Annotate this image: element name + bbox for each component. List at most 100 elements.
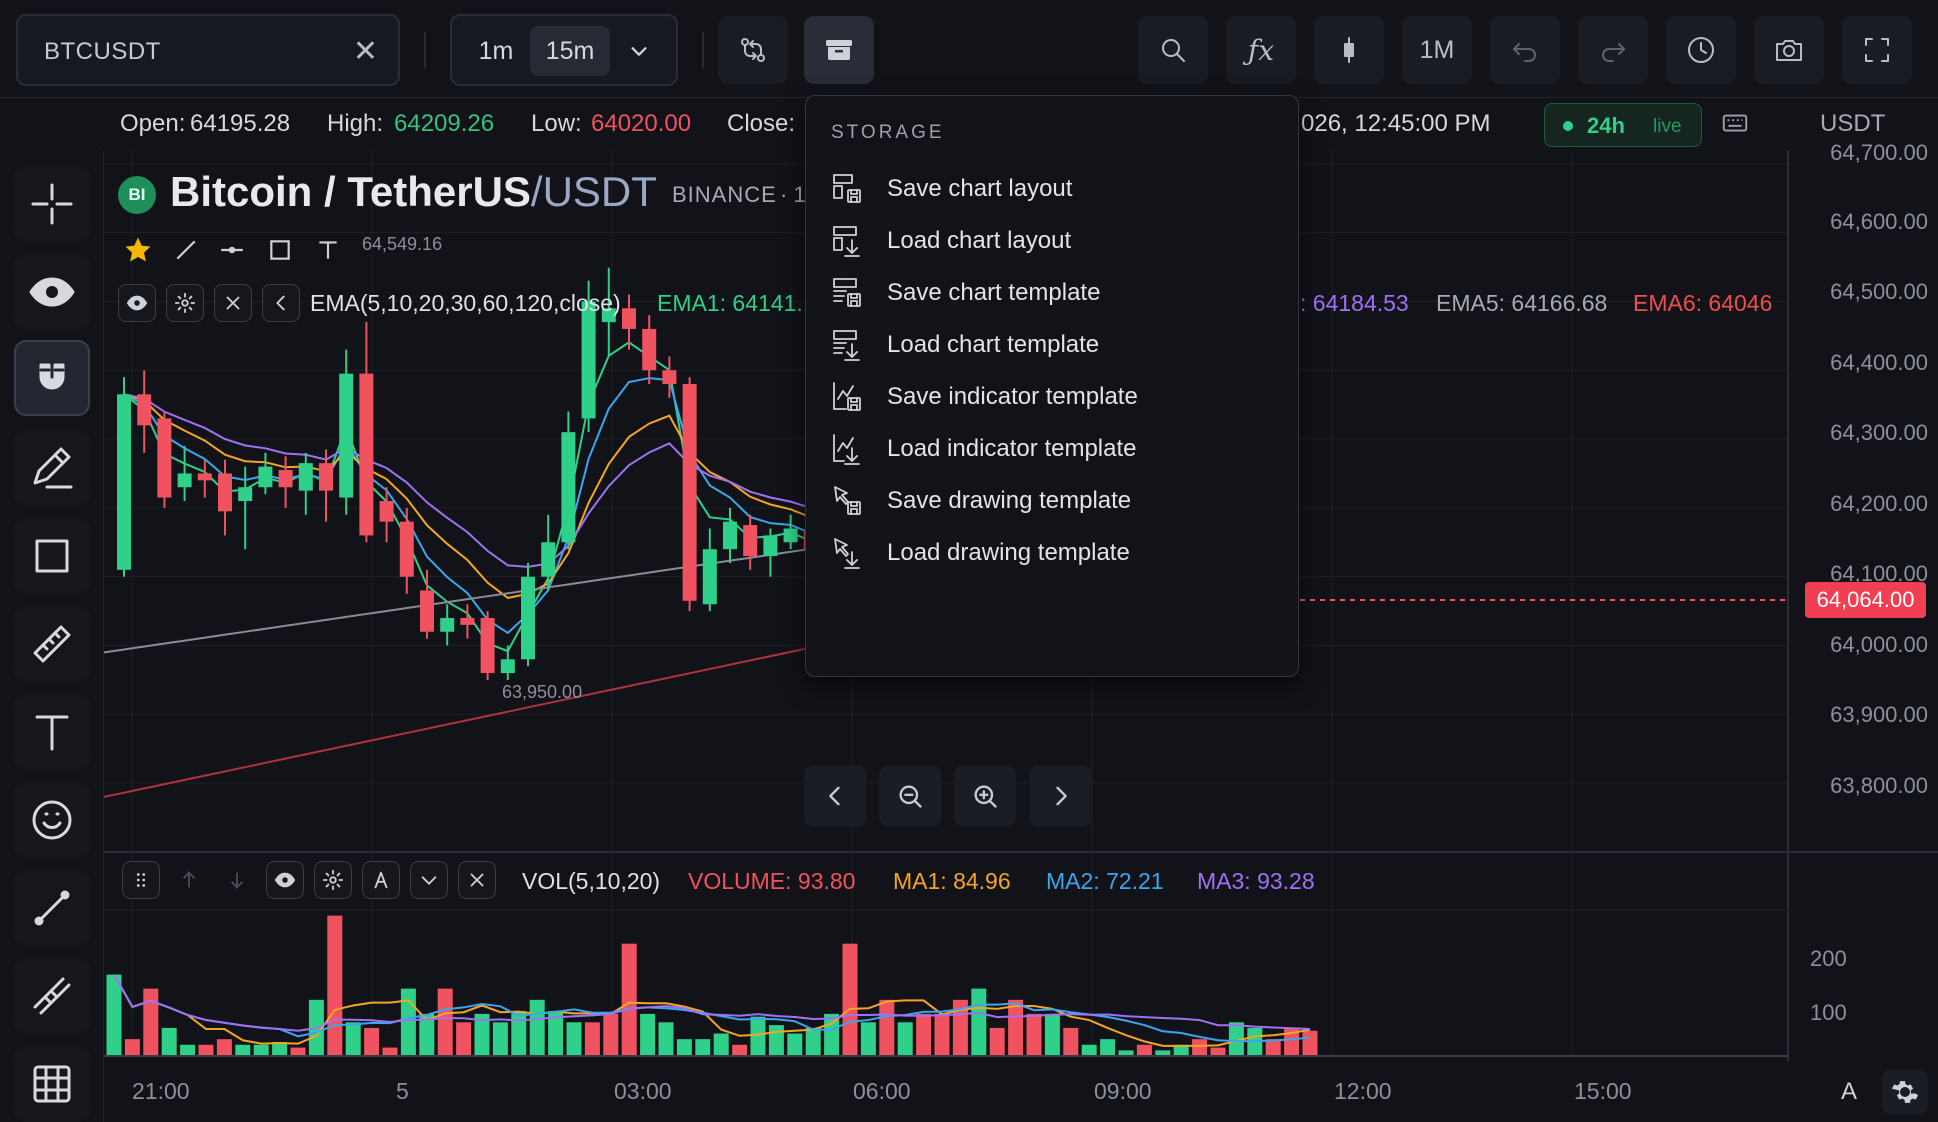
load-drawing-template-item[interactable]: Load drawing template <box>806 522 1300 584</box>
ema-line <box>123 393 832 600</box>
gear-icon <box>1891 1081 1919 1103</box>
rectangle-icon <box>270 240 290 260</box>
volume-bar <box>750 1016 766 1056</box>
rectangle-tool-button[interactable] <box>14 518 90 594</box>
volume-bar <box>842 943 858 1056</box>
menu-item-label: Save indicator template <box>887 383 1138 410</box>
volume-tick: 200 <box>1810 946 1847 971</box>
ema-line <box>104 646 812 798</box>
chart-settings-button[interactable] <box>1882 1070 1928 1114</box>
volume-bar <box>1284 1027 1300 1056</box>
grid-tool-button[interactable] <box>14 1046 90 1122</box>
candle-body <box>218 473 232 512</box>
horizontal-line-icon <box>221 246 243 254</box>
volume-collapse-button[interactable] <box>410 861 448 899</box>
ema-settings-button[interactable] <box>166 284 204 322</box>
volume-drag-handle[interactable] <box>122 861 160 899</box>
candle-body <box>117 394 131 570</box>
text-tool-button[interactable] <box>14 694 90 770</box>
candle-body <box>743 525 758 557</box>
volume-bar <box>511 1011 527 1056</box>
candle-body <box>702 549 717 605</box>
price-tick: 64,100.00 <box>1830 561 1928 586</box>
parallel-channel-tool-button[interactable] <box>14 958 90 1034</box>
ema-visibility-button[interactable] <box>118 284 156 322</box>
undo-button[interactable] <box>1490 16 1560 84</box>
ruler-tool-button[interactable] <box>14 606 90 682</box>
price-tick: 64,600.00 <box>1830 209 1928 234</box>
interval-button[interactable]: 1M <box>1402 16 1472 84</box>
volume-visibility-button[interactable] <box>266 861 304 899</box>
visibility-tool-button[interactable] <box>14 254 90 330</box>
save-chart-layout-item[interactable]: Save chart layout <box>806 158 1300 220</box>
emoji-tool-button[interactable] <box>14 782 90 858</box>
load-indicator-template-item[interactable]: Load indicator template <box>806 418 1300 480</box>
ema-collapse-button[interactable] <box>262 284 300 322</box>
menu-item-label: Load chart layout <box>887 227 1072 254</box>
volume-remove-button[interactable] <box>458 861 496 899</box>
load-layout-icon <box>833 226 860 257</box>
price-tick: 64,400.00 <box>1830 350 1928 375</box>
search-button[interactable] <box>1138 16 1208 84</box>
symbol-search-input[interactable]: BTCUSDT ✕ <box>16 14 400 86</box>
volume-settings-button[interactable] <box>314 861 352 899</box>
vol-ma3-value: MA3: 93.28 <box>1197 868 1315 894</box>
menu-item-label: Save chart layout <box>887 175 1073 202</box>
zoom-out-button[interactable] <box>879 766 941 826</box>
volume-bar <box>419 1013 435 1056</box>
clear-symbol-icon[interactable]: ✕ <box>352 35 378 68</box>
volume-move-up-button[interactable] <box>170 861 208 899</box>
candle-body <box>298 463 313 491</box>
crosshair-tool-button[interactable] <box>14 166 90 242</box>
favorite-button[interactable] <box>118 230 158 270</box>
volume-bar <box>860 1022 876 1056</box>
time-tick: 03:00 <box>614 1078 672 1104</box>
scroll-right-button[interactable] <box>1030 766 1092 826</box>
quick-text-button[interactable] <box>308 230 348 270</box>
fullscreen-button[interactable] <box>1842 16 1912 84</box>
screenshot-button[interactable] <box>1754 16 1824 84</box>
zoom-in-button[interactable] <box>954 766 1016 826</box>
save-indicator-template-item[interactable]: Save indicator template <box>806 366 1300 428</box>
candlestick-series <box>117 267 838 680</box>
candle-body <box>258 466 273 488</box>
keyboard-button[interactable] <box>1720 108 1756 142</box>
storage-button[interactable] <box>804 16 874 84</box>
load-drawing-icon <box>834 538 860 569</box>
ema-remove-button[interactable] <box>214 284 252 322</box>
live-status-badge[interactable]: 24h live <box>1544 103 1702 147</box>
timeframe-1m-button[interactable]: 1m <box>478 36 514 65</box>
candle-body <box>379 501 394 522</box>
volume-bar <box>989 1027 1005 1056</box>
timeframe-15m-button[interactable]: 15m <box>530 26 610 76</box>
eye-icon <box>29 277 75 307</box>
save-drawing-template-item[interactable]: Save drawing template <box>806 470 1300 532</box>
pen-tool-button[interactable] <box>14 430 90 506</box>
indicators-button[interactable]: ƒx <box>1226 16 1296 84</box>
volume-autoscale-button[interactable] <box>362 861 400 899</box>
replay-button[interactable] <box>1666 16 1736 84</box>
save-chart-template-item[interactable]: Save chart template <box>806 262 1300 324</box>
scroll-left-button[interactable] <box>804 766 866 826</box>
auto-scale-button[interactable]: A <box>1840 1078 1857 1105</box>
compare-button[interactable] <box>718 16 788 84</box>
time-tick: 21:00 <box>132 1078 190 1104</box>
timeframe-dropdown-button[interactable] <box>612 26 666 76</box>
time-tick: 5 <box>396 1078 409 1104</box>
redo-button[interactable] <box>1578 16 1648 84</box>
quick-rect-button[interactable] <box>260 230 300 270</box>
quick-hline-button[interactable] <box>212 230 252 270</box>
volume-move-down-button[interactable] <box>218 861 256 899</box>
candle-body <box>601 308 616 323</box>
quick-line-button[interactable] <box>166 230 206 270</box>
load-chart-template-item[interactable]: Load chart template <box>806 314 1300 376</box>
ema6-clip: EMA6: 64046 <box>1632 288 1788 322</box>
chart-type-button[interactable] <box>1314 16 1384 84</box>
candle-body <box>662 370 677 384</box>
trendline-tool-button[interactable] <box>14 870 90 946</box>
volume-bar <box>1173 1044 1189 1056</box>
diagonal-line-icon <box>176 240 196 260</box>
time-tick: 09:00 <box>1094 1078 1152 1104</box>
load-chart-layout-item[interactable]: Load chart layout <box>806 210 1300 272</box>
magnet-tool-button[interactable] <box>14 340 90 416</box>
